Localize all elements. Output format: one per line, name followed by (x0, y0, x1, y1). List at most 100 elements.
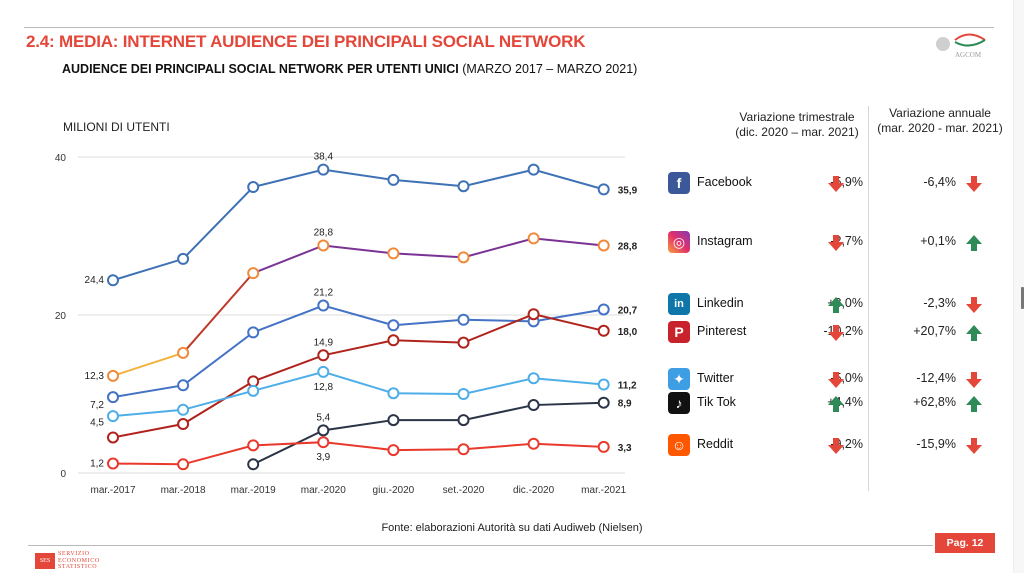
data-point-instagram (597, 239, 610, 252)
y-axis-label: MILIONI DI UTENTI (63, 120, 170, 134)
twitter-icon: ✦ (668, 368, 690, 390)
data-point-facebook (247, 181, 260, 194)
source-note: Fonte: elaborazioni Autorità su dati Aud… (381, 522, 643, 534)
instagram-icon-glyph: ◎ (672, 233, 686, 250)
data-label-pinterest: 18,0 (618, 327, 638, 338)
y-tick-label: 0 (60, 469, 66, 480)
linkedin-icon-glyph: in (674, 298, 684, 310)
data-point-tiktok (527, 399, 540, 412)
x-tick-label: mar.-2018 (161, 485, 206, 496)
arrow-down-icon (966, 372, 982, 388)
ses-line2: ECONOMICO (58, 557, 100, 564)
series-line-instagram (252, 237, 604, 275)
quarterly-change: -10,2% (823, 324, 863, 338)
data-point-pinterest (177, 418, 190, 431)
network-name: Linkedin (697, 296, 744, 310)
tiktok-icon: ♪ (668, 392, 690, 414)
data-label-reddit: 1,2 (90, 459, 104, 470)
data-point-reddit (247, 439, 260, 452)
reddit-icon-glyph: ☺ (671, 437, 687, 453)
data-label-reddit: 3,9 (316, 452, 330, 463)
scrollbar-track[interactable] (1013, 0, 1024, 573)
annual-header-line2: (mar. 2020 - mar. 2021) (877, 121, 1003, 135)
data-label-instagram: 28,8 (618, 241, 638, 252)
ses-logo-text: SERVIZIO ECONOMICO STATISTICO (58, 551, 100, 571)
data-point-facebook (457, 180, 470, 193)
scrollbar-thumb[interactable] (1021, 287, 1024, 309)
data-point-twitter (597, 378, 610, 391)
data-point-twitter (247, 384, 260, 397)
facebook-icon-glyph: f (676, 175, 682, 191)
network-name: Twitter (697, 371, 734, 385)
data-point-instagram (247, 267, 260, 280)
data-point-facebook (177, 252, 190, 265)
data-point-instagram (107, 369, 119, 382)
data-point-tiktok (247, 458, 260, 471)
arrow-down-icon (828, 325, 844, 341)
pinterest-icon-glyph: P (674, 324, 684, 340)
data-point-facebook (527, 163, 540, 176)
annual-change: +62,8% (913, 395, 956, 409)
y-tick-label: 40 (55, 153, 67, 164)
data-label-tiktok: 8,9 (618, 399, 632, 410)
data-point-pinterest (317, 349, 330, 362)
data-label-facebook: 35,9 (618, 185, 638, 196)
data-point-facebook (107, 274, 119, 287)
data-point-pinterest (527, 308, 540, 321)
x-tick-label: mar.-2020 (301, 485, 346, 496)
data-label-pinterest: 14,9 (314, 337, 334, 348)
facebook-icon: f (668, 172, 690, 194)
data-label-facebook: 24,4 (85, 275, 105, 286)
arrow-up-icon (966, 396, 982, 412)
data-label-instagram: 12,3 (85, 371, 105, 382)
annual-change: -6,4% (923, 175, 956, 189)
data-label-twitter: 11,2 (618, 381, 637, 392)
series-line-facebook (112, 168, 604, 282)
data-point-reddit (457, 443, 470, 456)
data-point-reddit (597, 440, 610, 453)
data-label-instagram: 28,8 (314, 227, 334, 238)
reddit-icon: ☺ (668, 434, 690, 456)
data-point-tiktok (387, 414, 400, 427)
arrow-up-icon (828, 297, 844, 313)
pinterest-icon: P (668, 321, 690, 343)
network-name: Pinterest (697, 324, 747, 338)
line-chart: 0 20 40 mar.-2017 mar.-2018 mar.-2019 mar.-202… (55, 152, 638, 496)
arrow-down-icon (966, 176, 982, 192)
top-divider (24, 27, 994, 28)
ses-line3: STATISTICO (58, 564, 98, 570)
quarterly-header-line2: (dic. 2020 – mar. 2021) (735, 125, 859, 139)
agcom-logo-text: AGCOM (955, 51, 982, 59)
network-name: Facebook (697, 175, 752, 189)
x-tick-label: set.-2020 (443, 485, 485, 496)
ses-line1: SERVIZIO (58, 551, 90, 557)
data-point-pinterest (387, 334, 400, 347)
data-point-linkedin (247, 326, 260, 339)
data-point-twitter (317, 365, 330, 378)
data-point-linkedin (107, 391, 119, 404)
series-line-tiktok (252, 401, 604, 466)
quarterly-change: +8,0% (827, 296, 863, 310)
quarterly-change: -5,0% (830, 371, 863, 385)
arrow-down-icon (828, 235, 844, 251)
quarterly-header: Variazione trimestrale (dic. 2020 – mar.… (722, 110, 872, 140)
data-point-facebook (387, 173, 400, 186)
series-line-segment (182, 272, 254, 354)
network-name: Instagram (697, 234, 753, 248)
table-row: f Facebook -5,9% -6,4% (668, 172, 998, 196)
data-point-twitter (177, 403, 190, 416)
table-row: ◎ Instagram -2,7% +0,1% (668, 231, 998, 255)
data-label-tiktok: 5,4 (316, 412, 330, 423)
data-point-pinterest (597, 324, 610, 337)
data-point-pinterest (457, 336, 470, 349)
data-point-reddit (527, 437, 540, 450)
ses-logo-box: SES (35, 552, 55, 569)
data-label-pinterest: 4,5 (90, 417, 104, 428)
arrow-up-icon (828, 396, 844, 412)
arrow-down-icon (828, 176, 844, 192)
table-row: ♪ Tik Tok +4,4% +62,8% (668, 392, 998, 416)
annual-change: -15,9% (916, 437, 956, 451)
network-name: Tik Tok (697, 395, 736, 409)
instagram-icon: ◎ (668, 231, 690, 253)
quarterly-change: -9,2% (830, 437, 863, 451)
